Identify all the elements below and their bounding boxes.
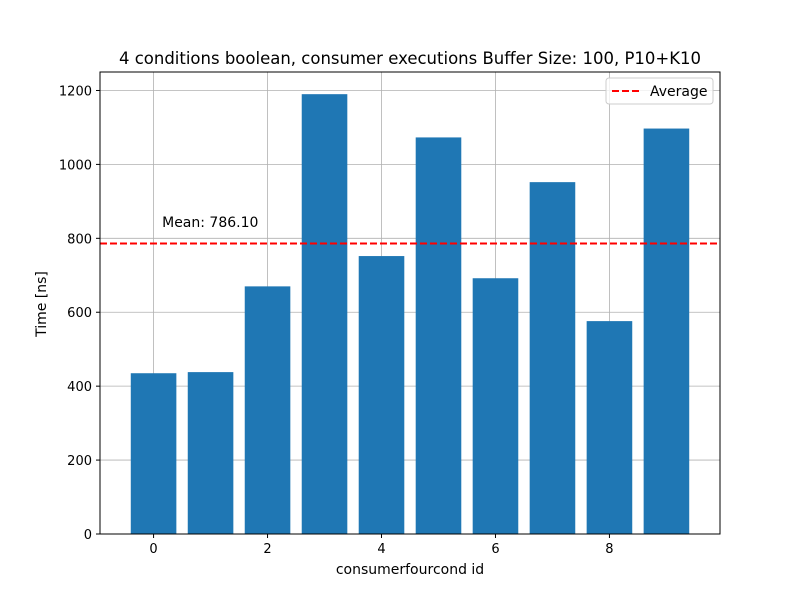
bar	[415, 137, 462, 535]
y-tick-label: 200	[67, 454, 92, 469]
bar	[529, 182, 576, 534]
y-tick-label: 400	[67, 380, 92, 395]
legend: Average	[605, 77, 714, 105]
bars	[130, 94, 690, 535]
y-tick-label: 1200	[59, 84, 92, 99]
y-axis-label: Time [ns]	[34, 271, 50, 338]
legend-average-label: Average	[650, 84, 708, 100]
x-axis-label: consumerfourcond id	[336, 562, 484, 578]
y-tick-label: 600	[67, 306, 92, 321]
chart-title: 4 conditions boolean, consumer execution…	[119, 49, 701, 68]
bar	[643, 128, 690, 534]
x-tick-label: 4	[377, 542, 385, 557]
bar	[358, 256, 405, 534]
bar	[586, 321, 633, 534]
y-tick-label: 0	[84, 528, 92, 543]
x-tick-label: 8	[605, 542, 613, 557]
x-tick-label: 2	[263, 542, 271, 557]
mean-annotation: Mean: 786.10	[162, 215, 258, 231]
axes	[99, 71, 721, 535]
bar	[301, 94, 348, 535]
ticks: 0 2 4 6 8 0 200 400 600 800 1000 1200	[59, 84, 614, 557]
legend-box	[605, 77, 714, 105]
bar	[130, 373, 177, 534]
x-tick-label: 6	[491, 542, 499, 557]
bar	[244, 286, 291, 534]
x-tick-label: 0	[149, 542, 157, 557]
mean-line-group: Mean: 786.10	[100, 215, 720, 245]
y-tick-label: 1000	[59, 158, 92, 173]
bar	[472, 278, 519, 534]
bar	[187, 372, 234, 534]
y-tick-label: 800	[67, 232, 92, 247]
plot-frame	[99, 71, 721, 535]
